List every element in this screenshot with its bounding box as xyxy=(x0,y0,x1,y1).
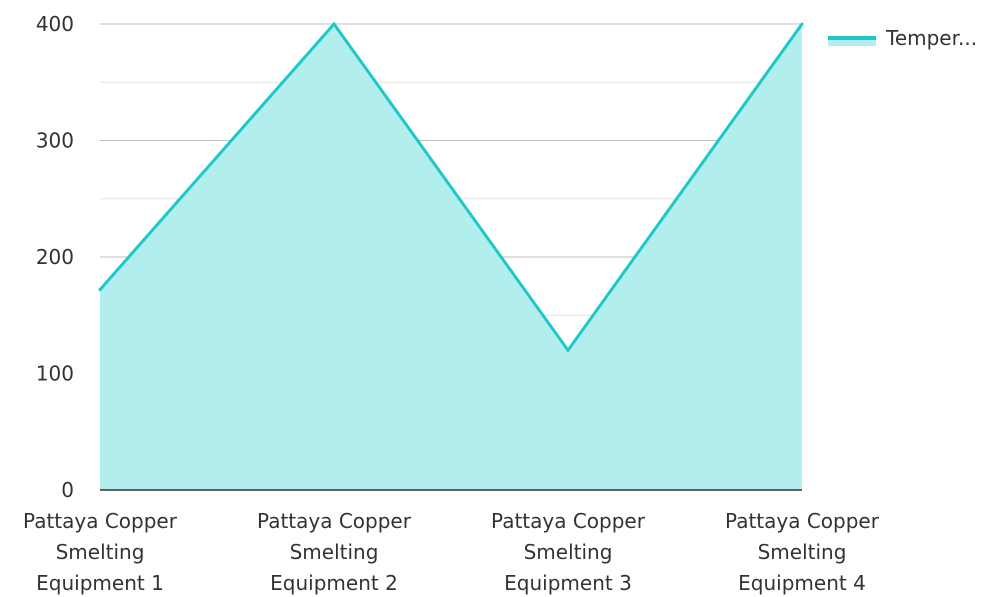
x-tick-label-line: Smelting xyxy=(758,540,847,564)
y-tick-label: 300 xyxy=(36,129,74,153)
x-tick-label-line: Equipment 3 xyxy=(504,571,632,595)
x-tick-label-line: Equipment 4 xyxy=(738,571,866,595)
x-tick-label-line: Equipment 1 xyxy=(36,571,164,595)
series-line xyxy=(98,21,804,353)
data-point[interactable] xyxy=(98,288,102,292)
x-tick-label: Pattaya Copper Smelting Equipment 3 xyxy=(491,509,646,595)
y-tick-label: 200 xyxy=(36,245,74,269)
x-tick-label-line: Smelting xyxy=(56,540,145,564)
x-tick-label: Pattaya Copper Smelting Equipment 2 xyxy=(257,509,412,595)
x-tick-label-line: Smelting xyxy=(290,540,379,564)
x-tick-label-line: Pattaya Copper xyxy=(725,509,880,533)
y-tick-label: 400 xyxy=(36,12,74,36)
x-tick-label: Pattaya Copper Smelting Equipment 1 xyxy=(23,509,178,595)
legend-label: Temper... xyxy=(885,26,977,50)
data-point[interactable] xyxy=(332,22,336,26)
x-tick-label-line: Smelting xyxy=(524,540,613,564)
series-area-fill xyxy=(100,24,802,490)
legend-swatch-fill xyxy=(828,36,876,46)
x-tick-label-line: Pattaya Copper xyxy=(491,509,646,533)
x-axis-tick-labels: Pattaya Copper Smelting Equipment 1Pattaya… xyxy=(23,509,880,595)
data-point[interactable] xyxy=(566,348,570,352)
series-area xyxy=(98,21,804,490)
x-tick-label-line: Pattaya Copper xyxy=(23,509,178,533)
y-tick-label: 100 xyxy=(36,362,74,386)
legend[interactable]: Temper... xyxy=(828,26,977,50)
data-point[interactable] xyxy=(800,22,804,26)
y-tick-label: 0 xyxy=(61,478,74,502)
x-tick-label: Pattaya Copper Smelting Equipment 4 xyxy=(725,509,880,595)
y-axis-tick-labels: 0 100 200 300 400 xyxy=(36,12,74,502)
x-tick-label-line: Equipment 2 xyxy=(270,571,398,595)
x-tick-label-line: Pattaya Copper xyxy=(257,509,412,533)
